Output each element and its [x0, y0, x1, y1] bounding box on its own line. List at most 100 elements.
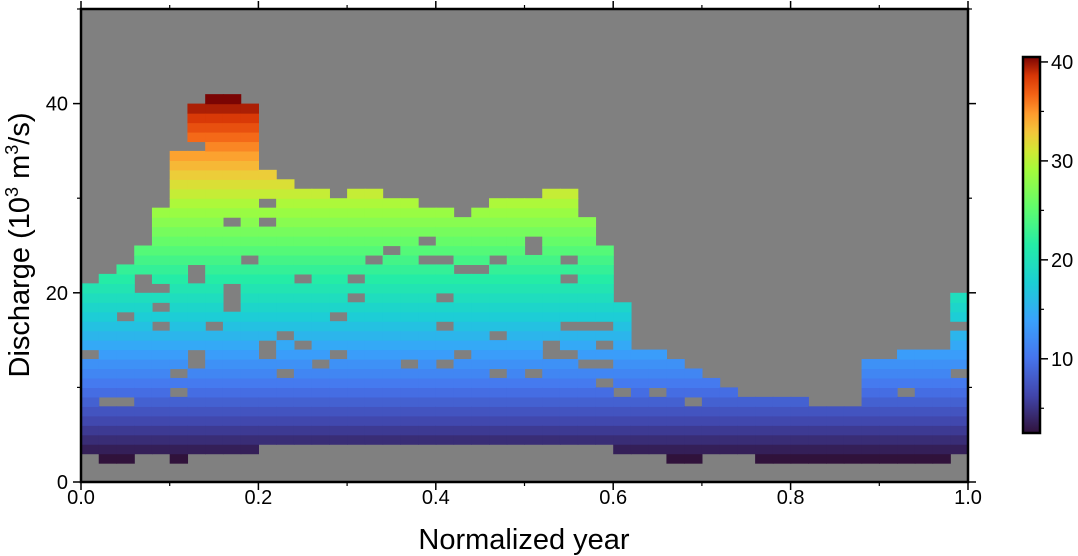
heatmap-cell	[222, 349, 242, 360]
heatmap-cell	[542, 245, 561, 256]
heatmap-cell	[276, 396, 295, 407]
heatmap-cell	[790, 415, 809, 426]
heatmap-cell	[187, 330, 206, 341]
y-axis-label-part3: /s)	[4, 113, 36, 145]
heatmap-cell	[276, 340, 295, 351]
heatmap-cell	[382, 273, 401, 284]
heatmap-cell	[489, 359, 508, 370]
heatmap-cell	[559, 198, 579, 209]
heatmap-cell	[861, 444, 880, 455]
heatmap-cell	[329, 273, 348, 284]
heatmap-cell	[311, 226, 330, 237]
heatmap-cell	[258, 321, 277, 332]
heatmap-cell	[222, 377, 242, 388]
heatmap-cell	[772, 434, 792, 445]
heatmap-cell	[932, 453, 951, 464]
heatmap-cell	[187, 113, 206, 124]
heatmap-cell	[329, 198, 348, 209]
heatmap-cell	[187, 245, 206, 256]
heatmap-cell	[400, 245, 419, 256]
heatmap-cell	[435, 330, 455, 341]
heatmap-cell	[364, 434, 384, 445]
heatmap-cell	[187, 207, 206, 218]
heatmap-cell	[932, 377, 951, 388]
heatmap-cell	[382, 226, 401, 237]
heatmap-cell	[169, 169, 189, 180]
heatmap-cell	[134, 359, 153, 370]
heatmap-cell	[471, 273, 490, 284]
heatmap-cell	[701, 415, 721, 426]
heatmap-cell	[222, 330, 242, 341]
heatmap-cell	[169, 453, 189, 464]
heatmap-cell	[222, 396, 242, 407]
heatmap-cell	[98, 349, 118, 360]
heatmap-cell	[187, 368, 206, 379]
heatmap-cell	[116, 349, 135, 360]
heatmap-cell	[577, 292, 597, 303]
heatmap-cell	[205, 207, 224, 218]
heatmap-cell	[524, 340, 543, 351]
heatmap-cell	[400, 425, 419, 436]
heatmap-cell	[435, 349, 455, 360]
heatmap-cell	[577, 406, 597, 417]
heatmap-cell	[311, 434, 330, 445]
heatmap-cell	[932, 368, 951, 379]
heatmap-cell	[258, 425, 277, 436]
heatmap-cell	[151, 368, 171, 379]
heatmap-cell	[506, 273, 526, 284]
heatmap-cell	[347, 330, 366, 341]
heatmap-cell	[577, 434, 597, 445]
heatmap-cell	[914, 453, 934, 464]
heatmap-cell	[169, 254, 189, 266]
heatmap-cell	[932, 406, 951, 417]
heatmap-cell	[187, 302, 206, 313]
heatmap-cell	[897, 415, 916, 426]
heatmap-cell	[81, 387, 100, 398]
heatmap-cell	[116, 377, 135, 388]
heatmap-cell	[205, 160, 224, 171]
heatmap-cell	[98, 425, 118, 436]
heatmap-cell	[524, 425, 543, 436]
heatmap-cell	[205, 330, 224, 341]
heatmap-cell	[293, 387, 313, 398]
heatmap-cell	[471, 245, 490, 256]
heatmap-cell	[240, 406, 259, 417]
heatmap-cell	[276, 245, 295, 256]
heatmap-cell	[116, 321, 135, 332]
heatmap-cell	[169, 179, 189, 190]
heatmap-cell	[843, 434, 863, 445]
heatmap-cell	[293, 434, 313, 445]
heatmap-cell	[187, 340, 206, 351]
heatmap-cell	[400, 198, 419, 209]
heatmap-cell	[861, 387, 880, 398]
heatmap-cell	[595, 302, 614, 313]
heatmap-cell	[134, 425, 153, 436]
heatmap-cell	[630, 444, 650, 455]
heatmap-cell	[187, 311, 206, 322]
heatmap-cell	[205, 434, 224, 445]
heatmap-cell	[205, 103, 224, 114]
heatmap-cell	[400, 396, 419, 407]
heatmap-cell	[347, 349, 366, 360]
heatmap-cell	[737, 415, 756, 426]
heatmap-cell	[879, 396, 898, 407]
heatmap-cell	[276, 179, 295, 190]
heatmap-cell	[879, 453, 898, 464]
heatmap-cell	[81, 283, 100, 294]
heatmap-cell	[506, 377, 526, 388]
heatmap-cell	[364, 340, 384, 351]
heatmap-cell	[418, 226, 437, 237]
heatmap-cell	[222, 245, 242, 256]
heatmap-cell	[542, 302, 561, 313]
heatmap-cell	[666, 453, 685, 464]
heatmap-cell	[400, 434, 419, 445]
colorbar-tick-label: 20	[1051, 250, 1073, 272]
heatmap-cell	[471, 396, 490, 407]
heatmap-cell	[222, 236, 242, 247]
heatmap-cell	[613, 368, 632, 379]
heatmap-cell	[400, 302, 419, 313]
heatmap-cell	[240, 103, 259, 114]
heatmap-cell	[382, 340, 401, 351]
heatmap-cell	[932, 387, 951, 398]
heatmap-cell	[613, 444, 632, 455]
